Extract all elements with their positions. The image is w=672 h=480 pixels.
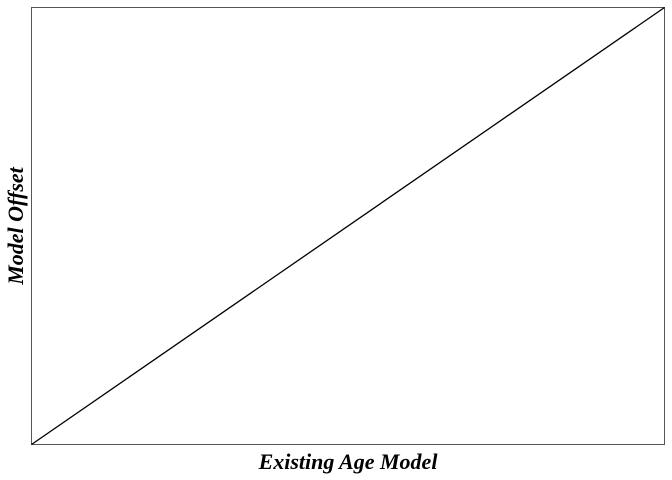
plot-area-frame — [31, 7, 665, 445]
x-axis-label: Existing Age Model — [258, 449, 439, 474]
y-axis-label: Model Offset — [3, 166, 28, 285]
series-layer — [31, 6, 665, 446]
series-line-0 — [31, 6, 665, 446]
